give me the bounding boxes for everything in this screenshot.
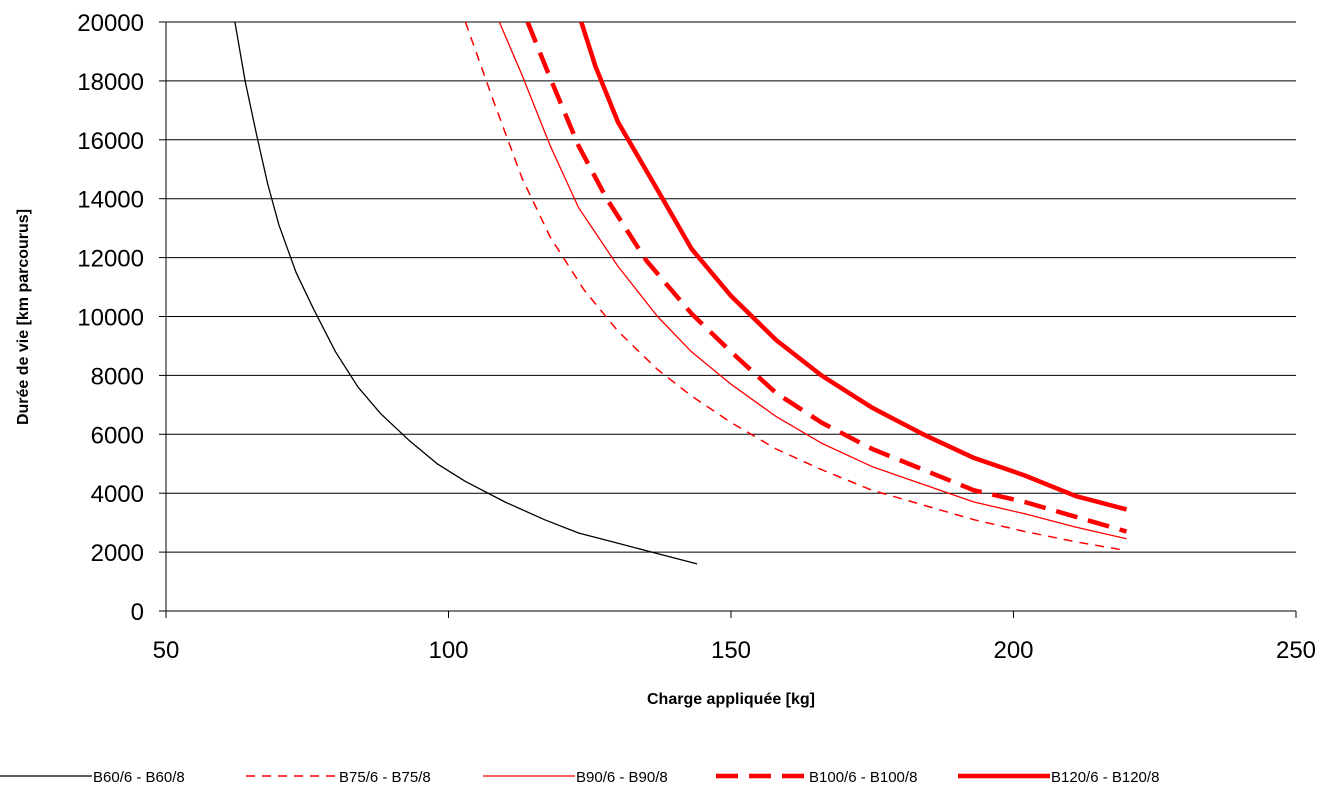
axes <box>159 21 1297 618</box>
y-axis-title: Durée de vie [km parcourus] <box>15 209 32 425</box>
gridlines <box>166 21 1296 553</box>
x-axis-title: Charge appliquée [kg] <box>647 691 815 708</box>
x-tick-label: 150 <box>711 637 751 664</box>
legend-label-2: B90/6 - B90/8 <box>576 769 668 786</box>
y-tick-label: 12000 <box>77 246 144 273</box>
y-tick-label: 16000 <box>77 128 144 155</box>
series-line-0 <box>234 22 698 565</box>
y-tick-label: 6000 <box>91 422 144 449</box>
legend-label-0: B60/6 - B60/8 <box>93 769 185 786</box>
y-tick-label: 14000 <box>77 187 144 214</box>
series-line-1 <box>464 22 1127 552</box>
x-tick-label: 200 <box>993 637 1033 664</box>
y-tick-label: 8000 <box>91 363 144 390</box>
series-lines <box>234 22 1128 565</box>
series-line-2 <box>498 22 1127 540</box>
y-tick-label: 4000 <box>91 481 144 508</box>
series-line-4 <box>579 22 1128 512</box>
y-tick-label: 18000 <box>77 69 144 96</box>
legend-label-1: B75/6 - B75/8 <box>339 769 431 786</box>
x-tick-label: 100 <box>428 637 468 664</box>
legend-label-3: B100/6 - B100/8 <box>809 769 917 786</box>
y-tick-label: 10000 <box>77 305 144 332</box>
legend: B60/6 - B60/8 B75/6 - B75/8 B90/6 - B90/8 B… <box>0 769 1159 786</box>
tick-labels: 0 2000 4000 6000 8000 10000 12000 14000 16000 180… <box>77 10 1316 664</box>
series-line-3 <box>525 22 1128 534</box>
y-tick-label: 2000 <box>91 540 144 567</box>
x-tick-label: 50 <box>153 637 180 664</box>
y-tick-label: 0 <box>131 599 144 626</box>
x-tick-label: 250 <box>1276 637 1316 664</box>
y-tick-label: 20000 <box>77 10 144 37</box>
legend-label-4: B120/6 - B120/8 <box>1051 769 1159 786</box>
